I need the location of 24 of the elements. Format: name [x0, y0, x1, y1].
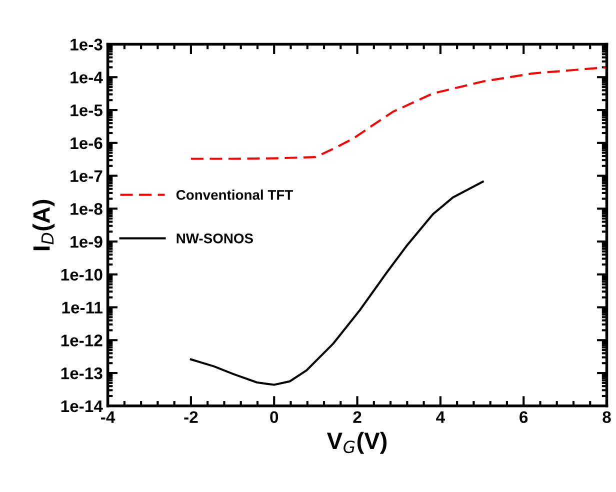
x-tick-label: 0	[270, 411, 278, 424]
y-tick-label: 1e-13	[61, 367, 102, 380]
y-tick-label: 1e-12	[61, 334, 102, 346]
y-tick-label: 1e-14	[61, 400, 103, 412]
y-tick-label: 1e-5	[70, 104, 102, 116]
y-tick-label: 1e-11	[62, 302, 102, 314]
y-tick-label: 1e-10	[61, 268, 102, 281]
y-tick-label: 1e-6	[70, 137, 102, 150]
y-tick-label: 1e-7	[70, 170, 102, 182]
x-tick-label: 4	[436, 411, 445, 423]
y-axis-title: I$_{D}$(A)	[32, 200, 55, 250]
x-tick-label: 2	[353, 411, 362, 423]
x-tick-label: 6	[520, 411, 528, 424]
x-tick-label: -4	[101, 411, 116, 423]
y-tick-label: 1e-9	[70, 236, 102, 248]
y-tick-label: 1e-4	[70, 72, 103, 84]
x-axis-title: V$_{G}$(V)	[326, 432, 387, 454]
y-tick-label: 1e-8	[70, 203, 102, 215]
x-tick-label: 8	[602, 411, 611, 424]
legend-label: NW-SONOS	[176, 234, 253, 244]
line-series	[190, 66, 607, 160]
legend-label: Conventional TFT	[176, 190, 293, 200]
x-tick-label: -2	[184, 411, 198, 423]
y-tick-label: 1e-3	[70, 38, 102, 51]
